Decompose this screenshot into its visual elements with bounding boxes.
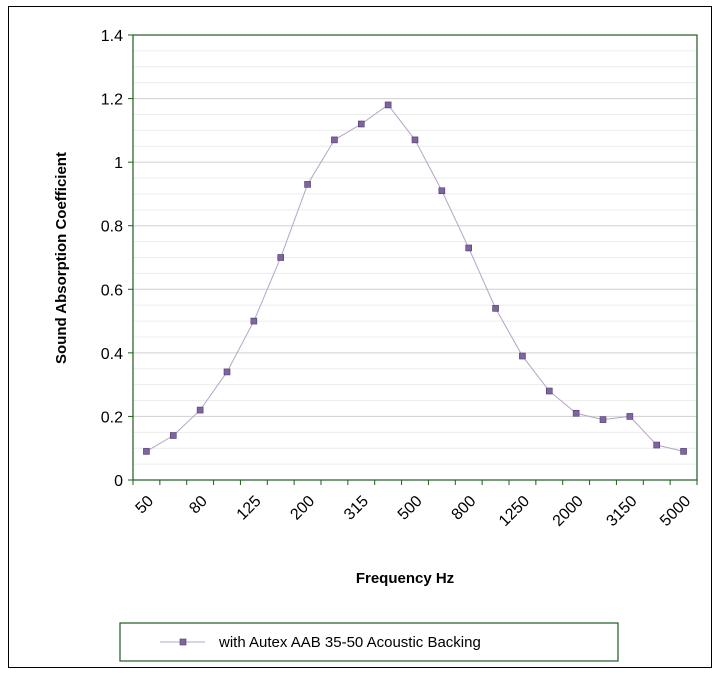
y-tick-label: 0.6 [101, 282, 123, 299]
data-point [519, 352, 526, 360]
x-tick-label: 800 [449, 493, 480, 524]
y-tick-label: 0.8 [101, 219, 123, 236]
x-tick-label: 125 [234, 493, 265, 524]
data-point [492, 305, 499, 312]
x-tick-label: 315 [341, 493, 372, 524]
data-point [680, 448, 687, 455]
series-group [143, 101, 687, 455]
data-point [653, 441, 661, 449]
y-tick-label: 0.2 [101, 409, 123, 426]
legend-marker [179, 638, 187, 646]
data-point [411, 136, 419, 144]
data-point [250, 317, 258, 325]
data-point [572, 409, 580, 417]
data-point [438, 187, 446, 195]
x-axis: 50 80 125 200 315 500 800 1250 2000 3150 5000 [132, 480, 698, 530]
data-point [384, 101, 392, 109]
grid-lines [133, 50, 697, 465]
y-tick-label: 0.4 [101, 346, 123, 363]
x-axis-label: Frequency Hz [356, 570, 454, 587]
chart-frame [8, 6, 712, 668]
plot-area [132, 34, 698, 481]
y-tick-label: 1 [114, 155, 123, 172]
data-point [599, 416, 607, 423]
data-point [223, 368, 231, 376]
y-tick-label: 1.2 [101, 92, 123, 109]
data-point [465, 244, 473, 252]
y-axis: 0 0.2 0.4 0.6 0.8 1 1.2 1.4 [101, 28, 133, 490]
y-tick-label: 0 [114, 473, 123, 490]
y-tick-label: 1.4 [101, 28, 123, 45]
x-tick-label: 50 [133, 493, 158, 518]
x-tick-label: 2000 [550, 493, 587, 530]
y-axis-label: Sound Absorption Coefficient [53, 152, 70, 364]
series-line [146, 104, 684, 452]
data-point [196, 406, 204, 414]
data-point [626, 413, 634, 420]
x-tick-label: 80 [186, 493, 211, 518]
data-point [277, 254, 285, 261]
data-point [357, 120, 365, 128]
data-point [169, 432, 177, 439]
data-point [304, 181, 311, 188]
x-tick-label: 3150 [603, 493, 640, 530]
data-point [545, 387, 553, 395]
data-point [331, 136, 338, 144]
x-tick-label: 5000 [657, 493, 694, 530]
x-tick-label: 500 [395, 493, 426, 524]
x-tick-label: 1250 [496, 493, 533, 530]
legend-label: with Autex AAB 35-50 Acoustic Backing [218, 634, 481, 651]
legend: with Autex AAB 35-50 Acoustic Backing [119, 622, 619, 662]
data-point [143, 448, 150, 455]
x-tick-label: 200 [287, 493, 318, 524]
